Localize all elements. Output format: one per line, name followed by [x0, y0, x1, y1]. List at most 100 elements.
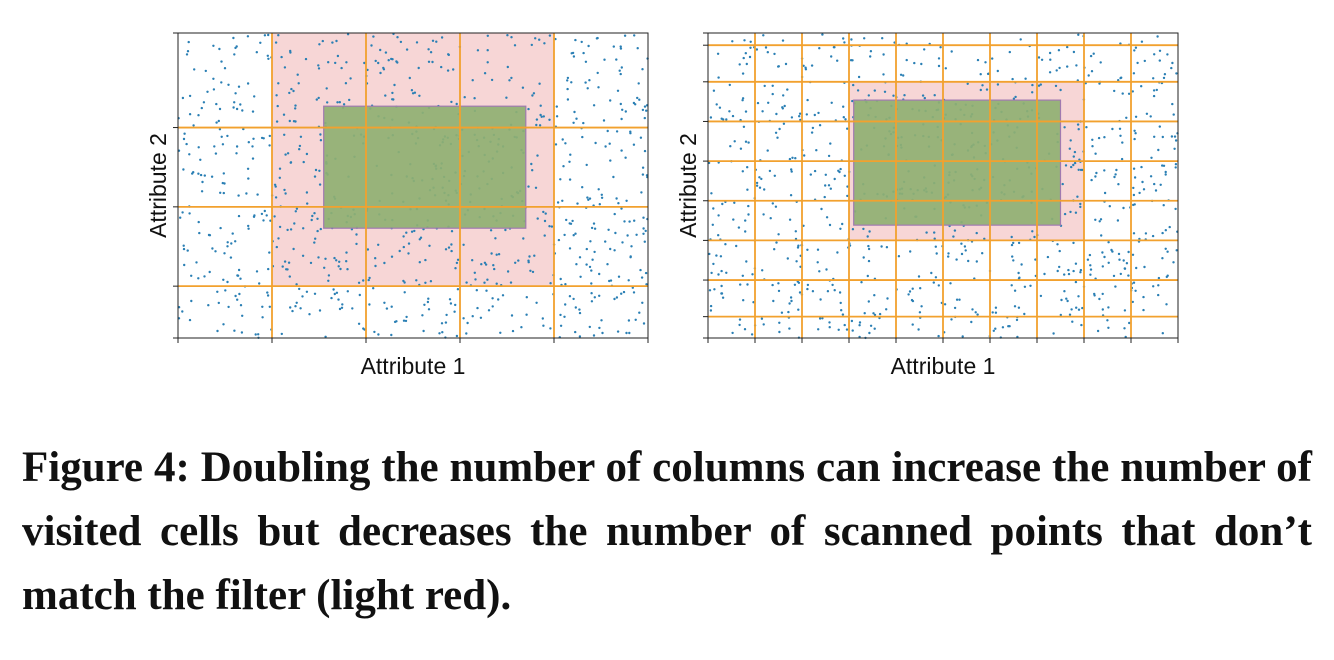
data-point — [197, 220, 200, 224]
data-point — [742, 56, 745, 60]
data-point — [216, 329, 219, 333]
data-point — [1072, 241, 1075, 245]
data-point — [824, 184, 827, 187]
data-point — [1107, 326, 1110, 329]
data-point — [309, 261, 313, 265]
data-point — [1017, 306, 1021, 309]
data-point — [1067, 268, 1070, 272]
data-point — [717, 214, 720, 217]
data-point — [283, 260, 287, 263]
data-point — [183, 132, 186, 135]
data-point — [911, 323, 914, 326]
data-point — [905, 58, 908, 62]
data-point — [402, 245, 405, 249]
data-point — [490, 252, 493, 255]
data-point — [1015, 318, 1019, 322]
data-point — [763, 188, 766, 191]
data-point — [1120, 157, 1124, 161]
data-point — [1108, 205, 1111, 208]
data-point — [405, 48, 409, 51]
data-point — [219, 226, 222, 230]
data-point — [1140, 40, 1144, 43]
data-point — [530, 162, 533, 166]
data-point — [749, 46, 752, 49]
data-point — [774, 131, 778, 134]
data-point — [298, 287, 301, 291]
data-point — [182, 168, 185, 171]
data-point — [620, 292, 623, 295]
data-point — [574, 232, 577, 235]
data-point — [535, 118, 539, 121]
data-point — [298, 144, 302, 148]
data-point — [709, 304, 713, 308]
data-point — [755, 48, 759, 51]
data-point — [769, 217, 772, 220]
data-point — [318, 43, 321, 46]
data-point — [1166, 274, 1169, 277]
data-point — [919, 287, 922, 290]
data-point — [387, 59, 390, 62]
data-point — [994, 306, 998, 309]
data-point — [741, 170, 744, 173]
data-point — [305, 191, 309, 194]
data-point — [788, 157, 792, 161]
data-point — [1079, 205, 1082, 209]
data-point — [340, 66, 343, 70]
data-point — [1008, 50, 1011, 54]
data-point — [211, 247, 214, 250]
data-point — [475, 289, 478, 292]
data-point — [182, 137, 186, 141]
data-point — [1013, 289, 1017, 292]
data-point — [336, 101, 339, 104]
data-point — [1162, 164, 1166, 167]
data-point — [731, 40, 734, 43]
data-point — [215, 121, 218, 124]
data-point — [1098, 220, 1101, 223]
data-point — [637, 82, 640, 85]
data-point — [379, 48, 382, 52]
data-point — [277, 237, 280, 240]
data-point — [1001, 326, 1005, 329]
data-point — [1119, 272, 1122, 276]
data-point — [1157, 284, 1160, 287]
data-point — [1125, 116, 1128, 120]
data-point — [237, 268, 241, 272]
data-point — [805, 113, 808, 116]
data-point — [571, 219, 574, 223]
data-point — [710, 271, 713, 275]
data-point — [823, 195, 826, 199]
data-point — [1103, 169, 1106, 172]
data-point — [1149, 175, 1153, 178]
data-point — [713, 288, 716, 291]
data-point — [878, 312, 882, 316]
data-point — [828, 326, 831, 329]
data-point — [950, 50, 953, 53]
data-point — [319, 227, 322, 231]
data-point — [186, 50, 190, 53]
data-point — [497, 298, 500, 301]
data-point — [841, 313, 845, 316]
data-point — [448, 298, 452, 301]
data-point — [297, 82, 300, 85]
data-point — [1064, 164, 1068, 167]
data-point — [222, 278, 225, 281]
data-point — [290, 87, 293, 91]
data-point — [431, 39, 435, 42]
data-point — [492, 264, 495, 267]
data-point — [1011, 77, 1014, 81]
data-point — [267, 33, 270, 37]
data-point — [873, 294, 876, 297]
data-point — [1172, 261, 1175, 264]
data-point — [1125, 262, 1129, 265]
data-point — [746, 166, 749, 169]
data-point — [266, 294, 270, 297]
data-point — [203, 174, 206, 177]
data-point — [780, 311, 784, 314]
data-point — [609, 279, 613, 282]
data-point — [324, 257, 327, 260]
data-point — [509, 281, 513, 284]
data-point — [1118, 258, 1121, 261]
data-point — [612, 45, 615, 48]
data-point — [1113, 175, 1116, 179]
data-point — [511, 329, 515, 333]
